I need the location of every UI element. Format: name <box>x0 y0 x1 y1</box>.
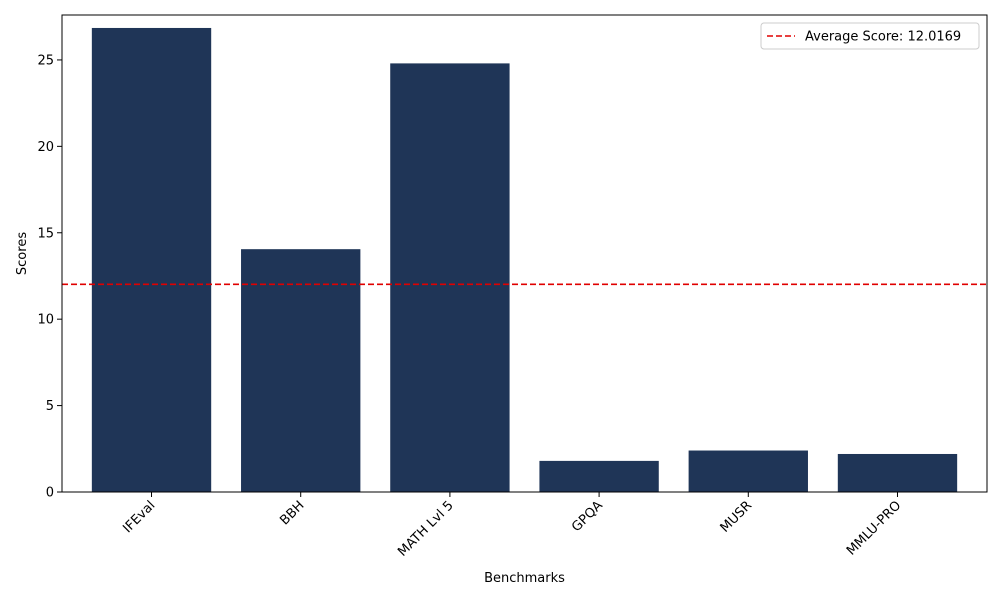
x-tick-label: MUSR <box>718 498 755 535</box>
x-tick-label: BBH <box>277 498 307 528</box>
bars-group <box>91 27 958 493</box>
y-tick-label: 0 <box>46 486 54 501</box>
bar-ifeval <box>91 27 212 493</box>
y-tick-label: 20 <box>37 140 54 155</box>
y-axis: 0 5 10 15 20 25 <box>37 53 62 501</box>
x-tick-label: MMLU-PRO <box>844 498 904 558</box>
y-tick-label: 10 <box>37 313 54 328</box>
x-tick-label: MATH Lvl 5 <box>395 498 456 559</box>
y-axis-label: Scores <box>15 232 30 275</box>
plot-frame <box>61 14 988 493</box>
y-tick-label: 5 <box>46 399 54 414</box>
x-tick-label: GPQA <box>569 498 606 535</box>
bar-bbh <box>241 249 361 492</box>
y-tick-label: 15 <box>37 226 54 241</box>
bar-mmlu-pro <box>837 453 958 492</box>
bar-gpqa <box>539 460 659 492</box>
x-axis: IFEval BBH MATH Lvl 5 GPQA MUSR MMLU-PRO <box>120 492 904 560</box>
x-axis-label: Benchmarks <box>484 571 565 586</box>
legend: Average Score: 12.0169 <box>760 22 980 50</box>
legend-label-average: Average Score: 12.0169 <box>805 30 961 45</box>
bar-musr <box>688 450 808 492</box>
x-tick-label: IFEval <box>120 498 158 536</box>
legend-box <box>760 22 980 50</box>
y-tick-label: 25 <box>37 53 54 68</box>
bar-math-lvl-5 <box>390 63 510 493</box>
